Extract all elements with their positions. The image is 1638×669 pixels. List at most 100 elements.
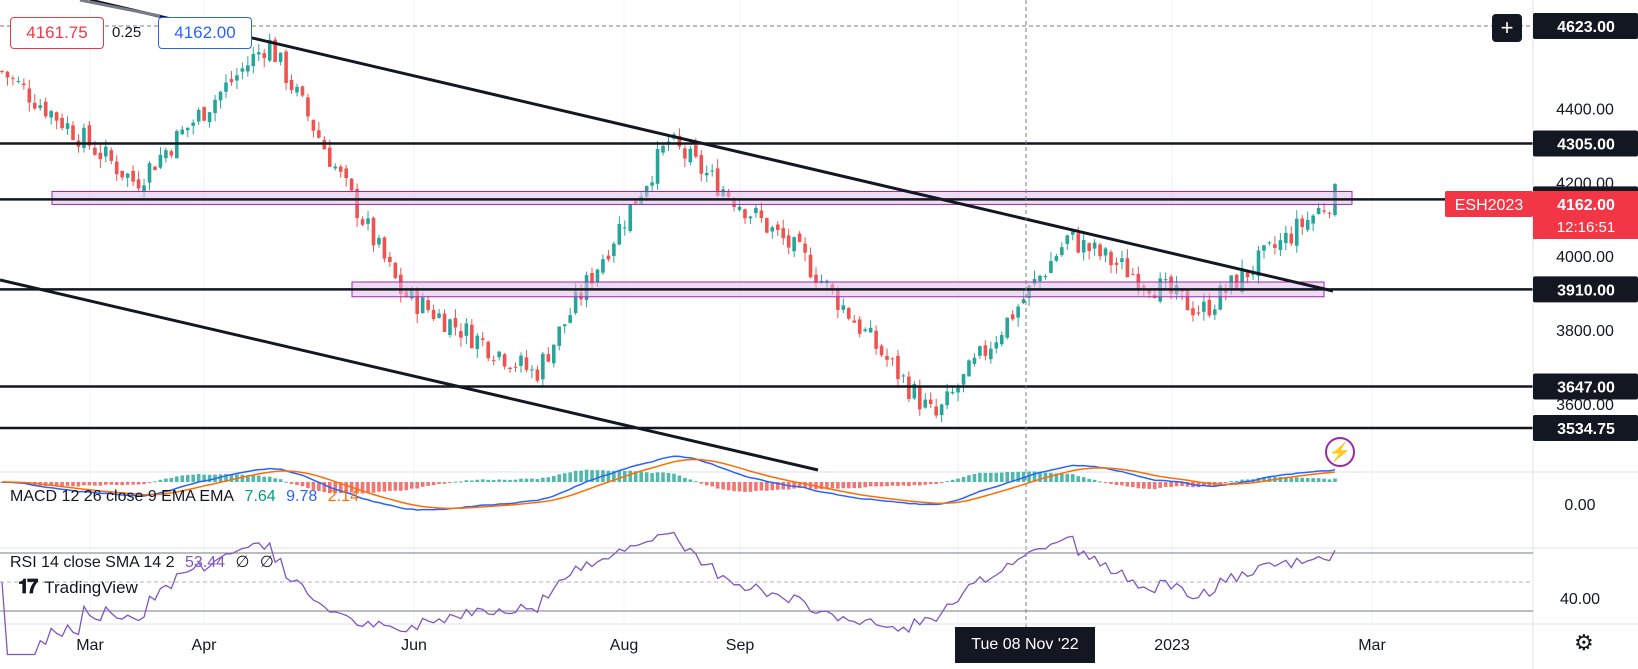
macd-histogram-bar <box>1038 471 1042 482</box>
candle-body <box>1092 242 1097 249</box>
candle-body <box>38 105 43 109</box>
candle-body <box>142 185 146 192</box>
tradingview-logo[interactable]: 𝟏𝟕 TradingView <box>18 576 138 599</box>
macd-histogram-bar <box>322 482 327 493</box>
macd-histogram-bar <box>885 482 889 487</box>
macd-histogram-bar <box>918 482 922 486</box>
candle-body <box>1207 299 1212 316</box>
trendline-upper[interactable] <box>89 0 1334 293</box>
macd-histogram-bar <box>1158 482 1162 488</box>
macd-histogram-bar <box>1010 472 1015 482</box>
macd-histogram-bar <box>360 482 365 494</box>
candle-body <box>857 319 862 334</box>
candle-body <box>1305 219 1310 230</box>
macd-histogram-bar <box>972 473 977 482</box>
candle-body <box>1120 258 1124 263</box>
candle-body <box>114 161 119 175</box>
macd-histogram-bar <box>732 482 736 492</box>
macd-histogram-bar <box>568 472 572 482</box>
time-axis[interactable]: Mar Apr Jun Aug Sep 2023 Mar <box>76 637 1386 654</box>
macd-histogram-bar <box>1327 479 1332 482</box>
candle-body <box>164 150 168 159</box>
macd-histogram-bar <box>721 482 725 490</box>
candle-body <box>1021 299 1026 304</box>
candle-body <box>879 345 884 356</box>
macd-histogram-bar <box>868 482 873 487</box>
gear-icon[interactable]: ⚙ <box>1574 630 1594 655</box>
macd-histogram-bar <box>426 482 430 486</box>
price-level-tag <box>1533 415 1638 441</box>
macd-histogram-bar <box>1152 482 1157 490</box>
candle-body <box>568 315 572 323</box>
macd-histogram-bar <box>448 482 452 483</box>
candle-body <box>1262 245 1266 251</box>
macd-histogram-bar <box>650 473 654 482</box>
macd-histogram-bar <box>661 472 665 482</box>
macd-histogram-bar <box>191 474 196 482</box>
candle-body <box>508 367 512 370</box>
plus-icon[interactable]: + <box>1492 14 1522 42</box>
macd-histogram-bar <box>1311 478 1315 482</box>
macd-histogram-bar <box>1136 482 1141 489</box>
macd-histogram-bar <box>1114 482 1119 486</box>
last-price-label: 4162.00 <box>1557 197 1615 214</box>
macd-histogram-bar <box>497 479 501 482</box>
candle-body <box>710 170 715 172</box>
candle-body <box>934 406 938 416</box>
macd-histogram-bar <box>901 482 906 486</box>
crosshair-date-label: Tue 08 Nov '22 <box>955 627 1095 663</box>
macd-legend[interactable]: MACD 12 26 close 9 EMA EMA 7.64 9.78 2.1… <box>10 488 365 506</box>
macd-histogram-bar <box>1125 482 1130 487</box>
macd-histogram-bar <box>825 482 829 489</box>
candle-body <box>344 168 348 179</box>
macd-histogram-bar <box>759 482 764 491</box>
candle-body <box>557 326 562 346</box>
bid-button[interactable]: 4161.75 <box>10 17 104 49</box>
rsi-legend[interactable]: RSI 14 close SMA 14 2 53.44 ∅ ∅ <box>10 552 280 572</box>
candle-body <box>715 168 720 196</box>
candle-body <box>590 273 594 284</box>
macd-histogram-bar <box>699 482 704 484</box>
candle-body <box>1267 242 1272 244</box>
macd-histogram-bar <box>267 476 272 482</box>
candle-body <box>852 320 857 323</box>
macd-histogram-bar <box>704 482 709 486</box>
candle-body <box>918 385 922 410</box>
candle-body <box>71 125 75 140</box>
macd-signal-value: 9.78 <box>286 488 318 505</box>
candle-body <box>1289 233 1294 244</box>
trendline-lower[interactable] <box>0 278 819 472</box>
ask-button[interactable]: 4162.00 <box>158 17 252 49</box>
candle-body <box>781 228 786 239</box>
symbol-price-tag: ESH2023 4162.00 12:16:51 <box>1445 191 1638 239</box>
macd-histogram-bar <box>1027 471 1031 482</box>
macd-histogram-bar <box>726 482 731 491</box>
candle-body <box>606 255 611 260</box>
macd-histogram-bar <box>399 482 403 491</box>
candle-body <box>1163 279 1168 281</box>
macd-histogram-bar <box>125 482 130 485</box>
lightning-icon[interactable]: ⚡ <box>1325 437 1355 467</box>
macd-histogram-bar <box>344 482 348 493</box>
macd-histogram-bar <box>579 470 583 482</box>
candle-body <box>808 254 813 278</box>
macd-histogram-bar <box>1316 478 1321 482</box>
macd-histogram-bar <box>338 482 343 494</box>
candle-body <box>442 313 447 332</box>
macd-histogram-bar <box>1032 471 1037 482</box>
macd-histogram-bar <box>131 482 135 485</box>
macd-histogram-bar <box>803 482 807 488</box>
rsi-extra-2: ∅ <box>259 554 274 571</box>
candle-body <box>1294 218 1299 246</box>
macd-histogram-bar <box>857 482 862 489</box>
candle-body <box>1278 240 1283 250</box>
macd-histogram-bar <box>928 482 933 485</box>
macd-histogram-bar <box>694 481 698 483</box>
candle-body <box>360 219 365 225</box>
macd-histogram-bar <box>491 480 496 482</box>
rsi-value: 53.44 <box>184 554 226 571</box>
macd-histogram-bar <box>114 482 119 486</box>
macd-histogram-bar <box>907 482 911 487</box>
macd-histogram-bar <box>573 470 578 482</box>
